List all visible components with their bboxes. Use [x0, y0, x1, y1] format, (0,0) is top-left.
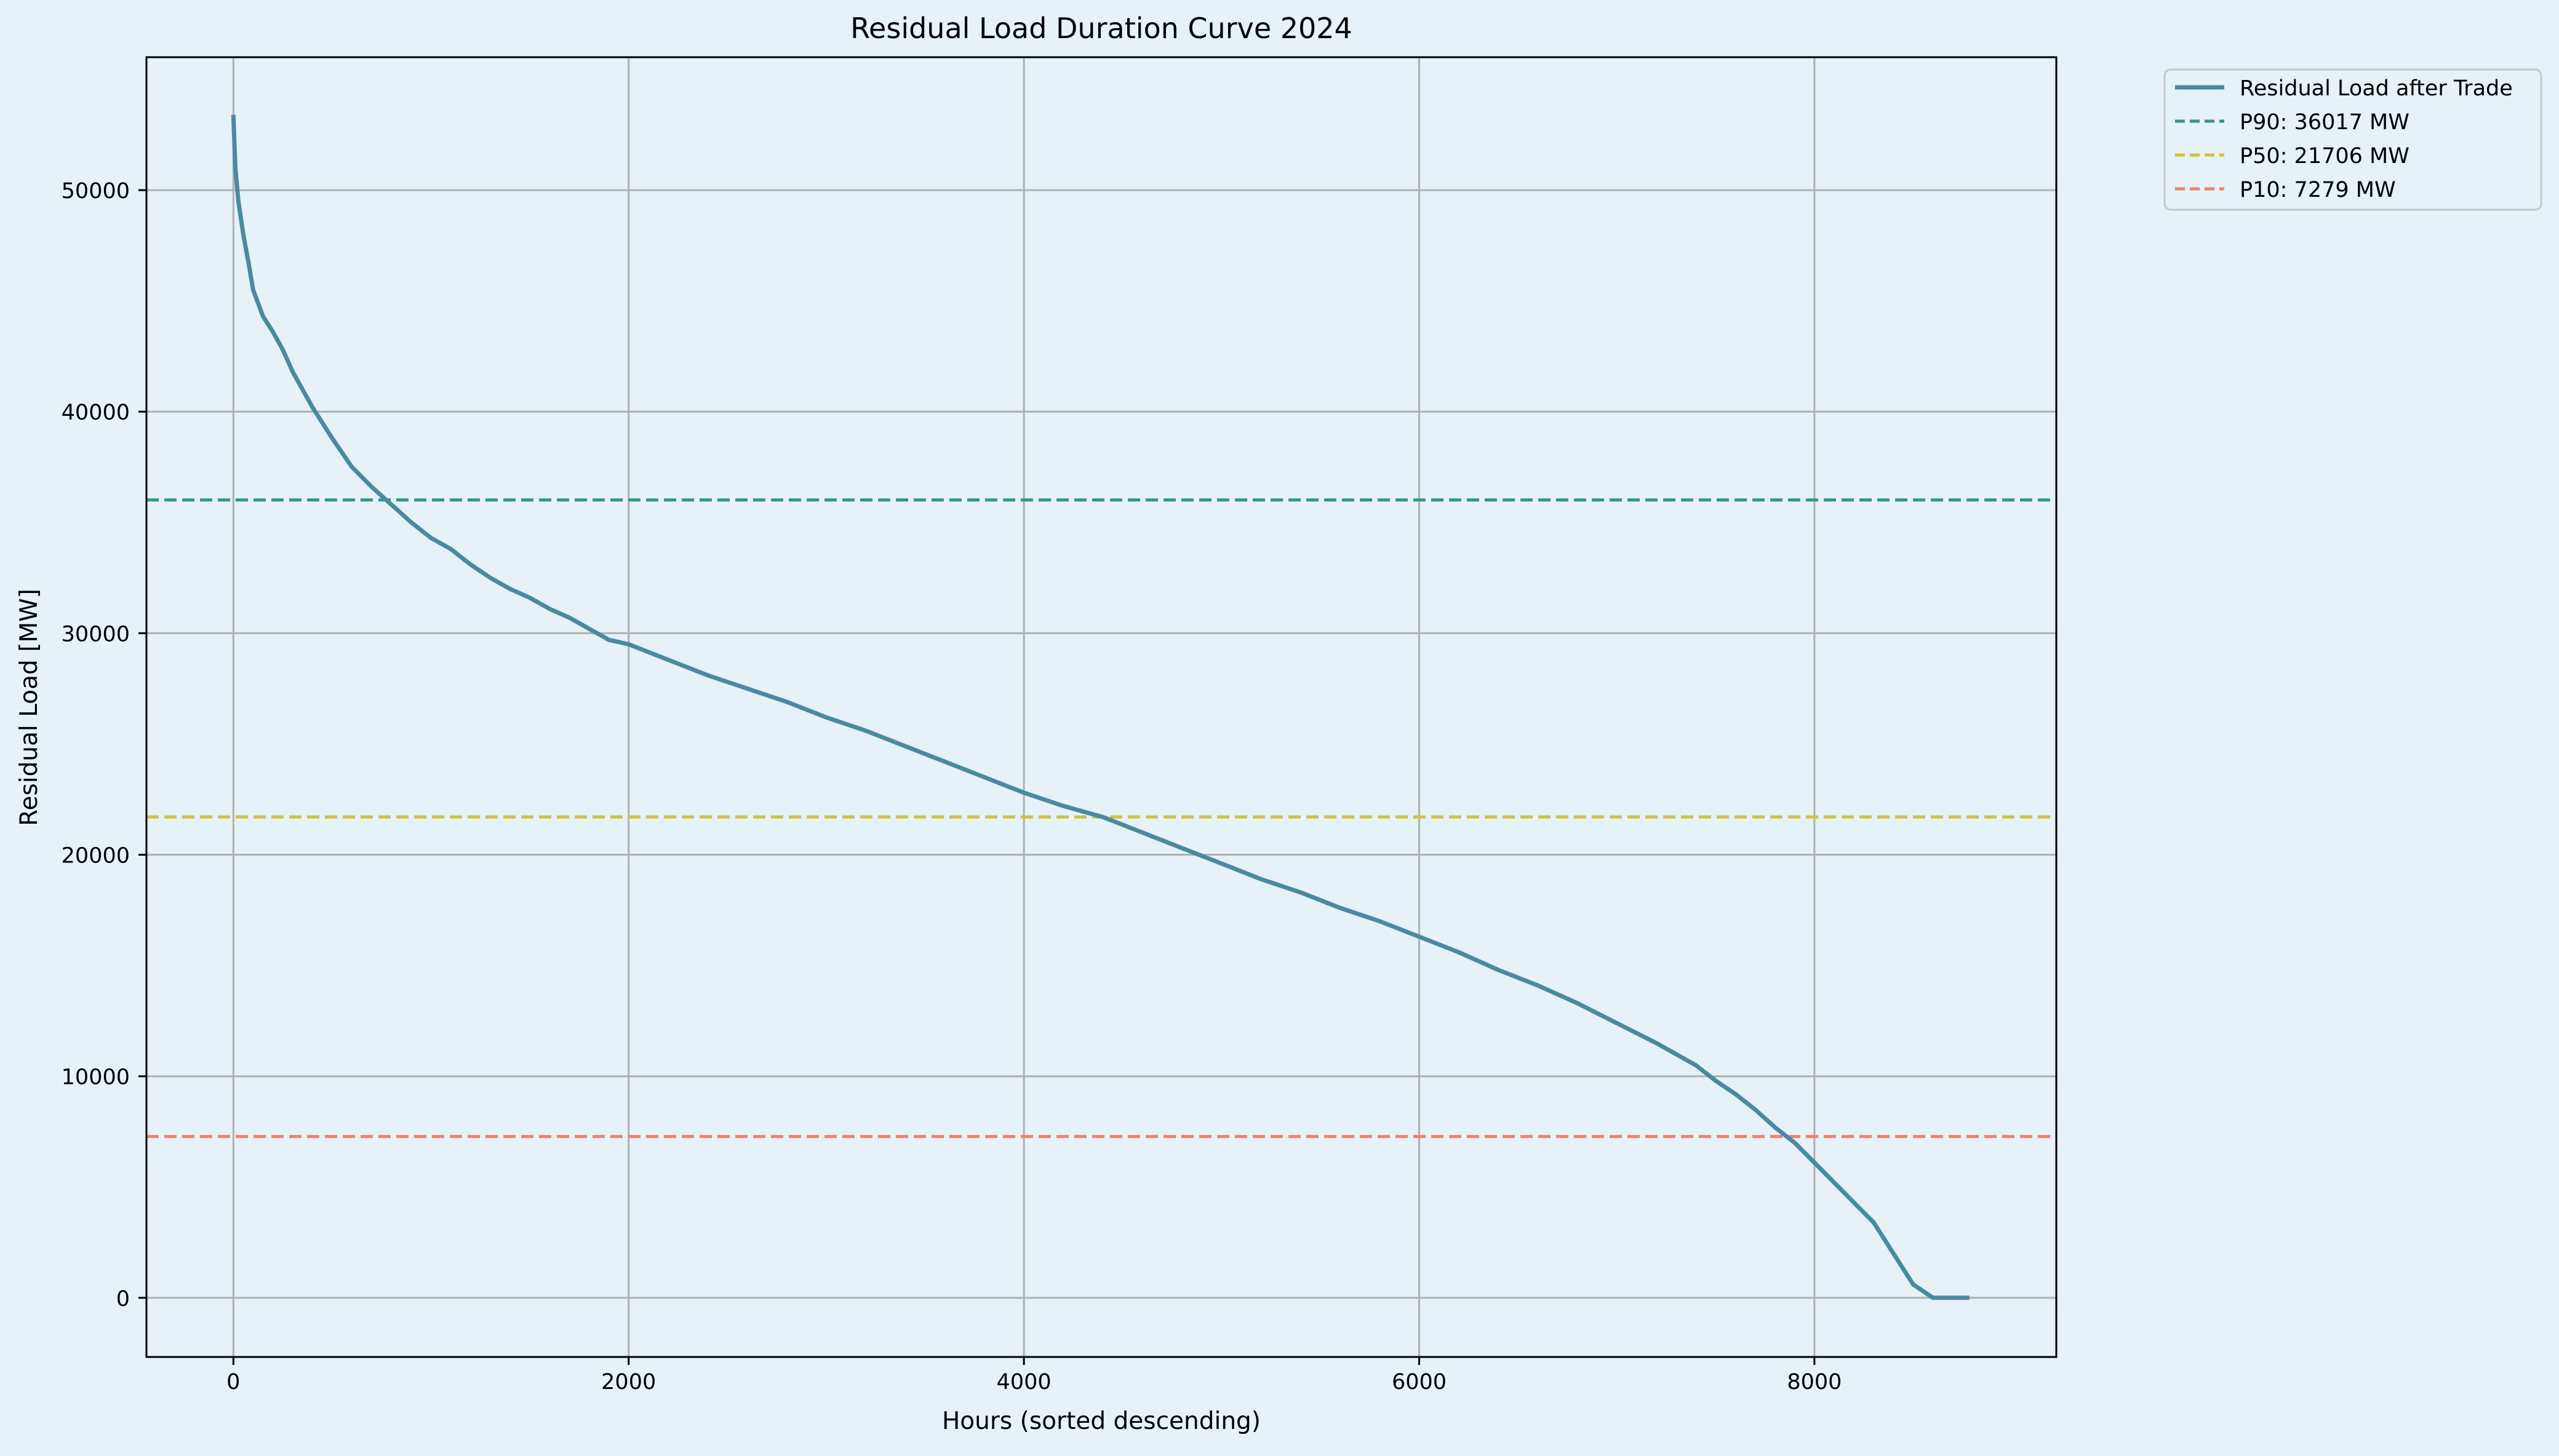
plot-area — [146, 57, 2056, 1357]
legend-frame — [2163, 68, 2542, 211]
plot-frame — [145, 56, 2058, 1358]
y-tick-label: 40000 — [62, 400, 130, 425]
legend: Residual Load after Trade P90: 36017 MW P5… — [2163, 68, 2542, 211]
x-tick-label: 0 — [226, 1370, 240, 1394]
x-tick-label: 2000 — [601, 1370, 656, 1394]
x-tick-label: 4000 — [997, 1370, 1052, 1394]
y-axis-label: Residual Load [MW] — [15, 589, 43, 826]
legend-label: Residual Load after Trade — [2240, 76, 2513, 101]
series-line-residual-load — [231, 114, 1970, 1300]
x-tick-label: 8000 — [1787, 1370, 1842, 1394]
legend-label: P50: 21706 MW — [2240, 144, 2409, 169]
y-tick-label: 10000 — [62, 1065, 130, 1090]
y-tick-label: 50000 — [62, 179, 130, 204]
axis-ticks: 0 2000 4000 6000 8000 0 10000 20000 30000 40000 50… — [62, 179, 1842, 1394]
y-tick-label: 20000 — [62, 844, 130, 869]
y-tick-label: 30000 — [62, 622, 130, 646]
x-tick-label: 6000 — [1392, 1370, 1447, 1394]
grid-lines — [146, 57, 2056, 1357]
x-axis-label: Hours (sorted descending) — [942, 1407, 1261, 1435]
legend-label: P10: 7279 MW — [2240, 178, 2396, 202]
legend-label: P90: 36017 MW — [2240, 110, 2409, 135]
y-tick-label: 0 — [116, 1287, 130, 1311]
chart-title: Residual Load Duration Curve 2024 — [850, 12, 1352, 45]
series-layer — [231, 114, 1970, 1300]
